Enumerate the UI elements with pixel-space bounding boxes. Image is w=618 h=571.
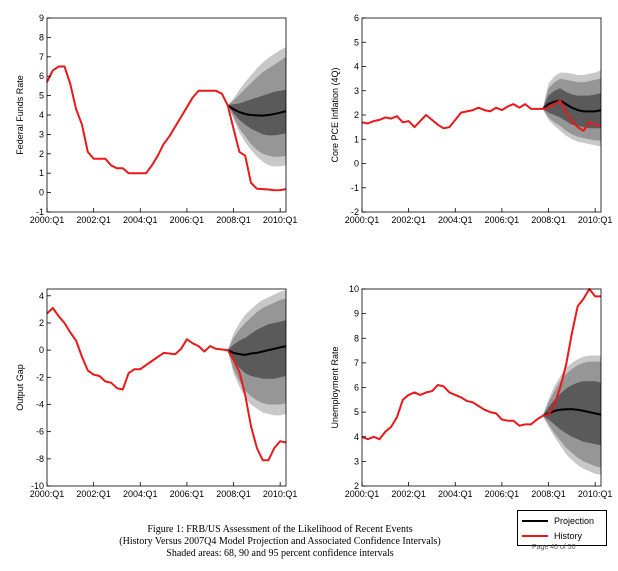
legend-projection-label: Projection (554, 516, 595, 526)
y-tick-label: 3 (354, 456, 359, 466)
x-tick-label: 2008:Q1 (216, 215, 251, 225)
x-tick-label: 2000:Q1 (30, 489, 65, 499)
confidence-band-68-pct (227, 89, 286, 136)
y-tick-label: 2 (39, 318, 44, 328)
caption-line-3: Shaded areas: 68, 90 and 95 percent conf… (166, 548, 394, 559)
y-tick-label: -2 (36, 372, 44, 382)
legend-history-swatch (522, 535, 548, 537)
x-tick-label: 2002:Q1 (391, 489, 426, 499)
y-tick-label: 3 (354, 86, 359, 96)
y-tick-label: 5 (354, 37, 359, 47)
legend-projection-swatch (522, 520, 548, 522)
caption-line-1: Figure 1: FRB/US Assessment of the Likel… (147, 524, 413, 535)
y-tick-label: 1 (354, 134, 359, 144)
x-tick-label: 2004:Q1 (438, 489, 473, 499)
projection-line (542, 99, 602, 113)
y-tick-label: 2 (39, 149, 44, 159)
y-tick-label: 6 (354, 383, 359, 393)
legend-entry-history: History (522, 530, 582, 542)
x-tick-label: 2004:Q1 (438, 215, 473, 225)
y-tick-label: -8 (36, 454, 44, 464)
y-tick-label: 4 (39, 291, 44, 301)
x-tick-label: 2000:Q1 (345, 215, 380, 225)
y-tick-label: -1 (351, 183, 359, 193)
y-tick-label: 8 (39, 32, 44, 42)
legend-box: Projection History (517, 510, 607, 546)
x-tick-label: 2010:Q1 (263, 215, 298, 225)
x-tick-label: 2006:Q1 (485, 489, 520, 499)
x-tick-label: 2004:Q1 (123, 489, 158, 499)
y-tick-label: 1 (39, 168, 44, 178)
x-tick-label: 2002:Q1 (76, 215, 111, 225)
legend-entry-projection: Projection (522, 515, 594, 527)
history-line (361, 288, 601, 441)
y-tick-label: 2 (354, 481, 359, 491)
page-note: Page 40 of 50 (532, 544, 576, 551)
history-line (46, 307, 287, 462)
x-tick-label: 2006:Q1 (170, 489, 205, 499)
panel-unemployment-rate: 2 3 4 5 6 7 8 9 10 2000:Q1 2002:Q1 2004:Q1 2006:Q1 20… (330, 284, 612, 499)
y-tick-label: 5 (39, 91, 44, 101)
x-tick-label: 2008:Q1 (531, 215, 566, 225)
y-tick-label: 7 (354, 358, 359, 368)
y-tick-label: 4 (354, 62, 359, 72)
confidence-band-68-pct (227, 320, 286, 379)
panel-core-pce-inflation: -2 -1 0 1 2 3 4 5 6 2000:Q1 2002:Q1 2004:Q1 2006:Q1 2… (330, 13, 612, 225)
y-tick-label: -6 (36, 427, 44, 437)
x-tick-label: 2000:Q1 (30, 215, 65, 225)
legend-history-label: History (554, 531, 583, 541)
history-line (46, 65, 287, 192)
y-tick-label: 9 (354, 309, 359, 319)
y-tick-label: -10 (31, 481, 44, 491)
y-tick-label: 0 (39, 345, 44, 355)
x-tick-label: 2004:Q1 (123, 215, 158, 225)
y-tick-label: 9 (39, 13, 44, 23)
y-tick-label: 0 (354, 159, 359, 169)
y-tick-label: -4 (36, 399, 44, 409)
x-tick-label: 2010:Q1 (578, 215, 613, 225)
projection-line (542, 408, 602, 417)
plot-frame (46, 288, 287, 487)
x-tick-label: 2010:Q1 (578, 489, 613, 499)
y-tick-label: 0 (39, 188, 44, 198)
projection-line (227, 104, 287, 117)
y-axis-label: Output Gap (15, 364, 25, 411)
panel-federal-funds-rate: -1 0 1 2 3 4 5 6 7 8 9 2000:Q1 2002:Q1 2004:Q1 2006:Q1… (15, 13, 297, 225)
y-tick-label: 5 (354, 407, 359, 417)
y-tick-label: -2 (351, 207, 359, 217)
y-tick-label: 7 (39, 52, 44, 62)
y-axis-label: Unemployment Rate (330, 346, 340, 428)
x-tick-label: 2010:Q1 (263, 489, 298, 499)
y-tick-label: 6 (39, 71, 44, 81)
y-tick-label: 8 (354, 333, 359, 343)
x-tick-label: 2002:Q1 (76, 489, 111, 499)
y-tick-label: -1 (36, 207, 44, 217)
y-tick-label: 4 (39, 110, 44, 120)
x-tick-label: 2000:Q1 (345, 489, 380, 499)
x-tick-label: 2002:Q1 (391, 215, 426, 225)
x-tick-label: 2006:Q1 (170, 215, 205, 225)
x-tick-label: 2008:Q1 (531, 489, 566, 499)
projection-line (227, 345, 287, 356)
y-axis-label: Federal Funds Rate (15, 75, 25, 155)
x-tick-label: 2008:Q1 (216, 489, 251, 499)
x-tick-label: 2006:Q1 (485, 215, 520, 225)
y-tick-label: 4 (354, 432, 359, 442)
history-line (361, 99, 602, 132)
caption-line-2: (History Versus 2007Q4 Model Projection … (119, 536, 441, 547)
y-tick-label: 10 (349, 284, 359, 294)
panel-output-gap: -10 -8 -6 -4 -2 0 2 4 2000:Q1 2002:Q1 2004:Q1 2006:… (15, 288, 298, 499)
figure-caption: Figure 1: FRB/US Assessment of the Likel… (60, 524, 500, 560)
y-tick-label: 2 (354, 110, 359, 120)
y-tick-label: 6 (354, 13, 359, 23)
y-tick-label: 3 (39, 129, 44, 139)
y-axis-label: Core PCE Inflation (4Q) (330, 67, 340, 162)
